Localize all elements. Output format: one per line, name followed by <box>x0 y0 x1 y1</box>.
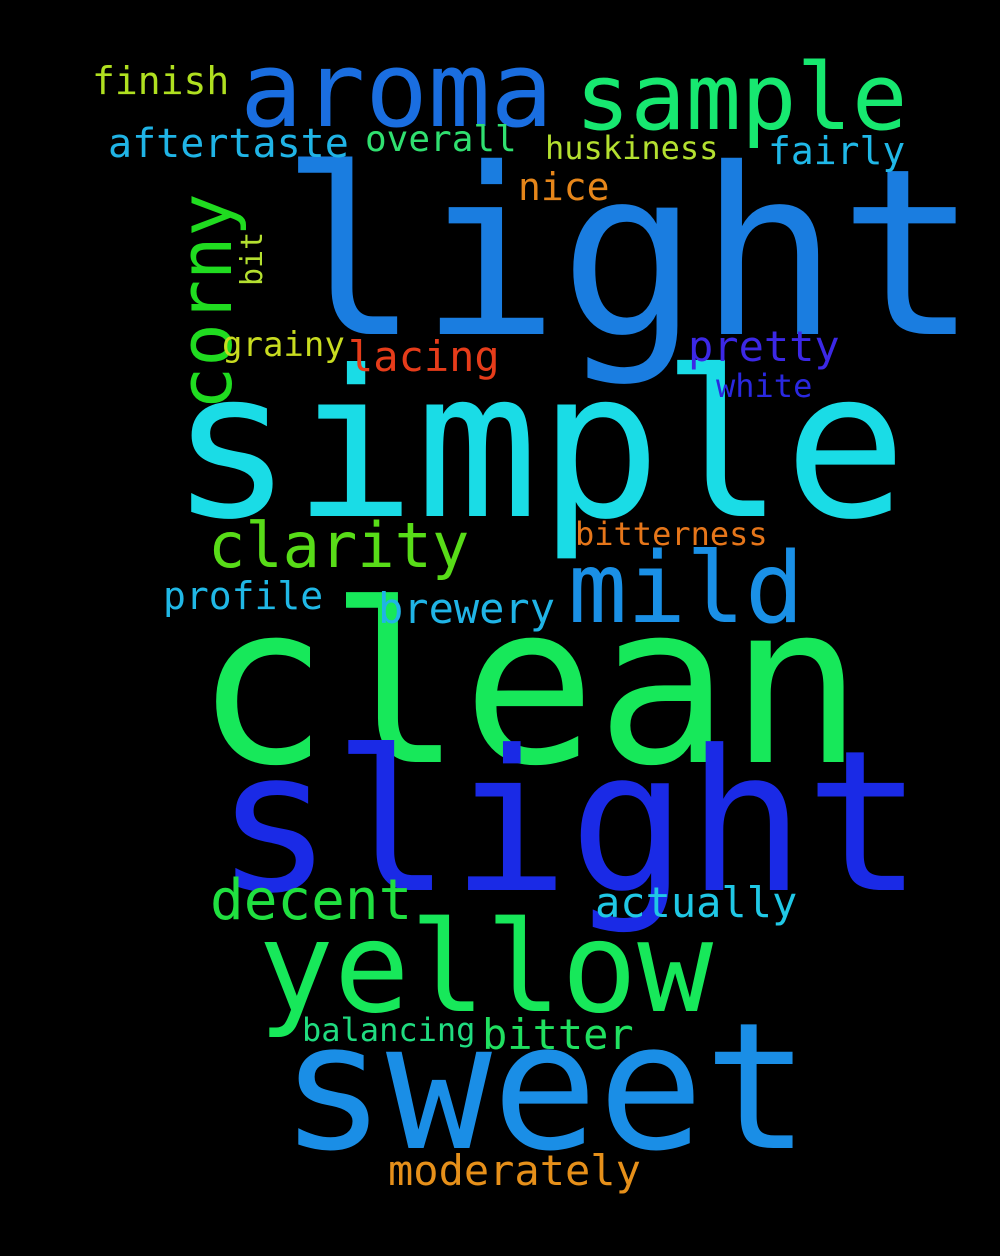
word-clarity: clarity <box>208 509 470 582</box>
word-aroma: aroma <box>240 29 554 151</box>
word-fairly: fairly <box>768 129 906 173</box>
word-grainy: grainy <box>222 325 345 365</box>
word-moderately: moderately <box>388 1146 641 1195</box>
word-bitterness: bitterness <box>575 515 768 553</box>
word-aftertaste: aftertaste <box>108 121 349 167</box>
word-corny: corny <box>164 193 248 410</box>
word-huskiness: huskiness <box>545 129 719 167</box>
word-mild: mild <box>568 532 805 646</box>
word-balancing: balancing <box>302 1011 476 1049</box>
word-simple: simple <box>170 328 907 565</box>
word-clean: clean <box>195 557 864 815</box>
word-sample: sample <box>575 44 908 151</box>
word-white: white <box>716 367 813 405</box>
word-sweet: sweet <box>280 985 810 1190</box>
word-yellow: yellow <box>258 894 714 1041</box>
word-nice: nice <box>518 165 610 209</box>
word-finish: finish <box>92 59 230 103</box>
word-bitter: bitter <box>482 1010 634 1059</box>
word-bit: bit <box>235 231 270 286</box>
word-actually: actually <box>595 878 798 927</box>
word-overall: overall <box>365 119 517 160</box>
word-decent: decent <box>210 868 413 933</box>
word-pretty: pretty <box>688 322 840 371</box>
word-lacing: lacing <box>348 332 500 381</box>
word-light: light <box>280 119 979 389</box>
word-slight: slight <box>215 709 924 937</box>
word-brewery: brewery <box>378 584 556 633</box>
word-profile: profile <box>163 574 324 618</box>
